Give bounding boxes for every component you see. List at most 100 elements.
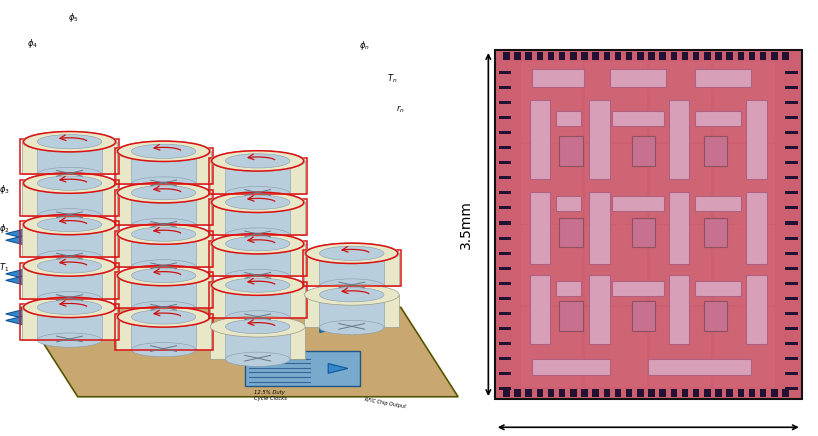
Bar xyxy=(631,136,654,166)
Ellipse shape xyxy=(320,246,384,260)
Bar xyxy=(586,307,646,387)
Bar xyxy=(631,301,654,331)
Bar xyxy=(694,196,741,211)
Polygon shape xyxy=(132,194,196,225)
Bar xyxy=(499,101,511,104)
Bar xyxy=(533,69,584,87)
Polygon shape xyxy=(210,285,305,318)
Bar xyxy=(785,327,798,330)
Polygon shape xyxy=(22,266,117,299)
Bar xyxy=(703,301,727,331)
Bar xyxy=(671,52,677,60)
Text: $\phi_n$: $\phi_n$ xyxy=(358,39,370,52)
Bar xyxy=(499,372,511,375)
Text: 3.5mm: 3.5mm xyxy=(458,200,473,249)
Bar xyxy=(560,301,582,331)
Ellipse shape xyxy=(38,292,101,306)
Bar xyxy=(714,225,775,305)
Bar xyxy=(785,131,798,134)
Ellipse shape xyxy=(132,177,196,191)
Polygon shape xyxy=(132,276,196,307)
Polygon shape xyxy=(6,308,28,320)
Ellipse shape xyxy=(116,265,211,286)
Bar xyxy=(649,225,711,305)
Bar xyxy=(521,144,582,224)
Polygon shape xyxy=(132,318,196,349)
Text: $r_n$: $r_n$ xyxy=(397,103,405,115)
Ellipse shape xyxy=(226,187,290,201)
Bar xyxy=(681,52,688,60)
Bar xyxy=(604,389,610,397)
Ellipse shape xyxy=(22,214,117,235)
Ellipse shape xyxy=(22,131,117,152)
Ellipse shape xyxy=(38,167,101,181)
Polygon shape xyxy=(22,225,117,257)
Text: Non-Overlapping
Clock Generator: Non-Overlapping Clock Generator xyxy=(352,317,398,328)
Text: $T_n$: $T_n$ xyxy=(388,72,398,85)
Bar xyxy=(785,267,798,270)
Ellipse shape xyxy=(38,333,101,347)
Bar xyxy=(649,307,711,387)
Bar xyxy=(715,52,721,60)
Ellipse shape xyxy=(304,284,399,305)
Polygon shape xyxy=(116,193,211,225)
Bar xyxy=(503,389,510,397)
Polygon shape xyxy=(226,245,290,276)
Bar xyxy=(499,116,511,119)
Bar xyxy=(515,52,521,60)
Bar xyxy=(560,218,582,248)
Ellipse shape xyxy=(210,316,305,337)
Ellipse shape xyxy=(38,135,101,149)
Bar xyxy=(499,206,511,209)
Polygon shape xyxy=(116,317,211,350)
Polygon shape xyxy=(38,225,101,256)
Ellipse shape xyxy=(132,301,196,315)
Bar xyxy=(746,192,766,264)
Text: RFIC Chip Output: RFIC Chip Output xyxy=(364,397,407,409)
Bar xyxy=(681,389,688,397)
Polygon shape xyxy=(320,254,384,285)
Polygon shape xyxy=(116,151,211,184)
Ellipse shape xyxy=(226,228,290,242)
Ellipse shape xyxy=(226,320,290,334)
Polygon shape xyxy=(6,275,28,286)
Polygon shape xyxy=(133,328,154,340)
Bar xyxy=(499,387,511,390)
Ellipse shape xyxy=(226,352,290,366)
Text: $\phi_4$: $\phi_4$ xyxy=(27,37,38,50)
Bar xyxy=(726,52,733,60)
Bar xyxy=(704,389,711,397)
Bar xyxy=(771,389,778,397)
Polygon shape xyxy=(304,295,399,327)
Polygon shape xyxy=(227,345,248,357)
Bar xyxy=(785,191,798,194)
Bar xyxy=(714,62,775,142)
Bar xyxy=(785,101,798,104)
Ellipse shape xyxy=(132,343,196,357)
Bar xyxy=(785,71,798,74)
Bar xyxy=(693,52,699,60)
Bar xyxy=(669,100,690,179)
Polygon shape xyxy=(226,327,290,358)
Bar xyxy=(631,218,654,248)
Text: 12.5% Duty
Cycle Clocks: 12.5% Duty Cycle Clocks xyxy=(254,390,286,401)
Ellipse shape xyxy=(210,192,305,213)
Bar xyxy=(785,312,798,315)
Bar xyxy=(499,282,511,285)
Bar xyxy=(612,281,663,296)
Text: $T_1$: $T_1$ xyxy=(0,262,9,274)
Bar xyxy=(499,176,511,179)
Polygon shape xyxy=(227,338,248,350)
Bar xyxy=(785,221,798,225)
Bar xyxy=(760,389,766,397)
Ellipse shape xyxy=(38,209,101,223)
Bar xyxy=(726,389,733,397)
Bar xyxy=(499,342,511,345)
Bar xyxy=(782,389,789,397)
Bar xyxy=(785,176,798,179)
Polygon shape xyxy=(6,268,28,279)
Polygon shape xyxy=(226,162,290,193)
Bar xyxy=(499,267,511,270)
Text: $\phi_5$: $\phi_5$ xyxy=(68,11,79,24)
Bar xyxy=(515,389,521,397)
